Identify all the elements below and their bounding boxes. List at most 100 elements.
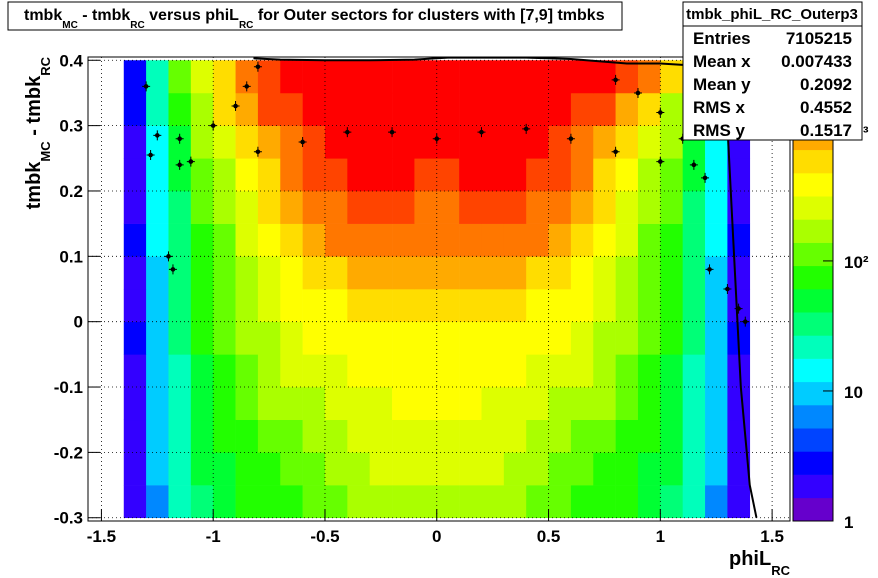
cell xyxy=(548,190,572,224)
cell xyxy=(213,485,236,519)
cell xyxy=(615,223,639,257)
cell xyxy=(392,92,415,126)
cell xyxy=(213,92,236,126)
cell xyxy=(302,92,326,126)
cell xyxy=(526,190,549,224)
cell xyxy=(682,158,706,192)
cell xyxy=(436,485,460,519)
cell xyxy=(123,485,147,519)
cell xyxy=(481,92,505,126)
cell xyxy=(146,321,169,355)
profile-point xyxy=(168,264,177,275)
cell xyxy=(660,158,683,192)
cell xyxy=(280,419,303,453)
cell xyxy=(302,419,326,453)
cell xyxy=(459,452,482,486)
profile-curve xyxy=(253,57,758,518)
cell xyxy=(615,419,639,453)
cell xyxy=(459,419,482,453)
cell xyxy=(369,419,393,453)
cell xyxy=(570,289,594,322)
cell xyxy=(481,354,505,388)
cell xyxy=(302,485,326,519)
cell xyxy=(660,452,683,486)
palette-box xyxy=(793,381,833,406)
title-part: - tmbk xyxy=(78,7,131,24)
cell xyxy=(526,289,549,322)
cell xyxy=(637,223,661,257)
cell xyxy=(213,125,236,159)
cell xyxy=(347,223,370,257)
cell xyxy=(190,485,214,519)
cell xyxy=(548,60,572,94)
z-tick-label: 1 xyxy=(844,513,853,532)
cell xyxy=(369,60,393,94)
palette-box xyxy=(793,173,833,197)
title-part: versus phiL xyxy=(145,7,239,24)
cell xyxy=(481,158,505,192)
x-tick-label: 1 xyxy=(656,527,665,546)
cell xyxy=(123,452,147,486)
profile-point xyxy=(477,127,486,138)
cell xyxy=(280,387,303,421)
cell xyxy=(146,289,169,322)
cell xyxy=(682,256,706,290)
cell xyxy=(302,60,326,94)
profile-point xyxy=(701,172,710,183)
cell xyxy=(347,419,370,453)
profile-point xyxy=(253,61,262,72)
cell xyxy=(369,190,393,224)
cell xyxy=(660,387,683,421)
cell xyxy=(280,92,303,126)
palette-box xyxy=(793,219,833,243)
profile-point xyxy=(146,150,155,161)
cell xyxy=(436,125,460,159)
cell xyxy=(570,419,594,453)
cell xyxy=(235,223,259,257)
cell xyxy=(570,485,594,519)
cell xyxy=(302,256,326,290)
cell xyxy=(146,354,169,388)
cell xyxy=(660,485,683,519)
cell xyxy=(660,92,683,126)
cell xyxy=(727,354,751,388)
profile-point xyxy=(175,133,184,144)
cell xyxy=(503,190,527,224)
cell xyxy=(548,92,572,126)
cell xyxy=(637,387,661,421)
stats-title: tmbk_phiL_RC_Outerp3 xyxy=(686,6,858,23)
profile-point xyxy=(723,284,732,294)
cell xyxy=(615,256,639,290)
cell xyxy=(414,387,438,421)
palette-box xyxy=(793,497,833,522)
cell xyxy=(324,256,348,290)
cell xyxy=(146,387,169,421)
label-part: - tmbk xyxy=(23,75,45,141)
cell xyxy=(637,158,661,192)
cell xyxy=(637,321,661,355)
cell xyxy=(280,289,303,322)
cell xyxy=(503,60,527,94)
cell xyxy=(213,419,236,453)
cell xyxy=(436,419,460,453)
cell xyxy=(324,125,348,159)
cell xyxy=(615,158,639,192)
stats-value: 0.1517 xyxy=(800,121,852,140)
label-part: tmbk xyxy=(23,161,45,210)
cell xyxy=(526,256,549,290)
point-dot xyxy=(389,129,395,135)
cell xyxy=(660,419,683,453)
cell xyxy=(347,92,370,126)
cell xyxy=(123,354,147,388)
cell xyxy=(503,256,527,290)
cell xyxy=(168,321,192,355)
profile-point xyxy=(343,127,352,138)
cell xyxy=(548,223,572,257)
cell xyxy=(481,419,505,453)
cell xyxy=(190,190,214,224)
cell xyxy=(302,289,326,322)
cell xyxy=(123,60,147,94)
cell xyxy=(347,256,370,290)
cell xyxy=(727,387,751,421)
palette-box xyxy=(793,405,833,429)
